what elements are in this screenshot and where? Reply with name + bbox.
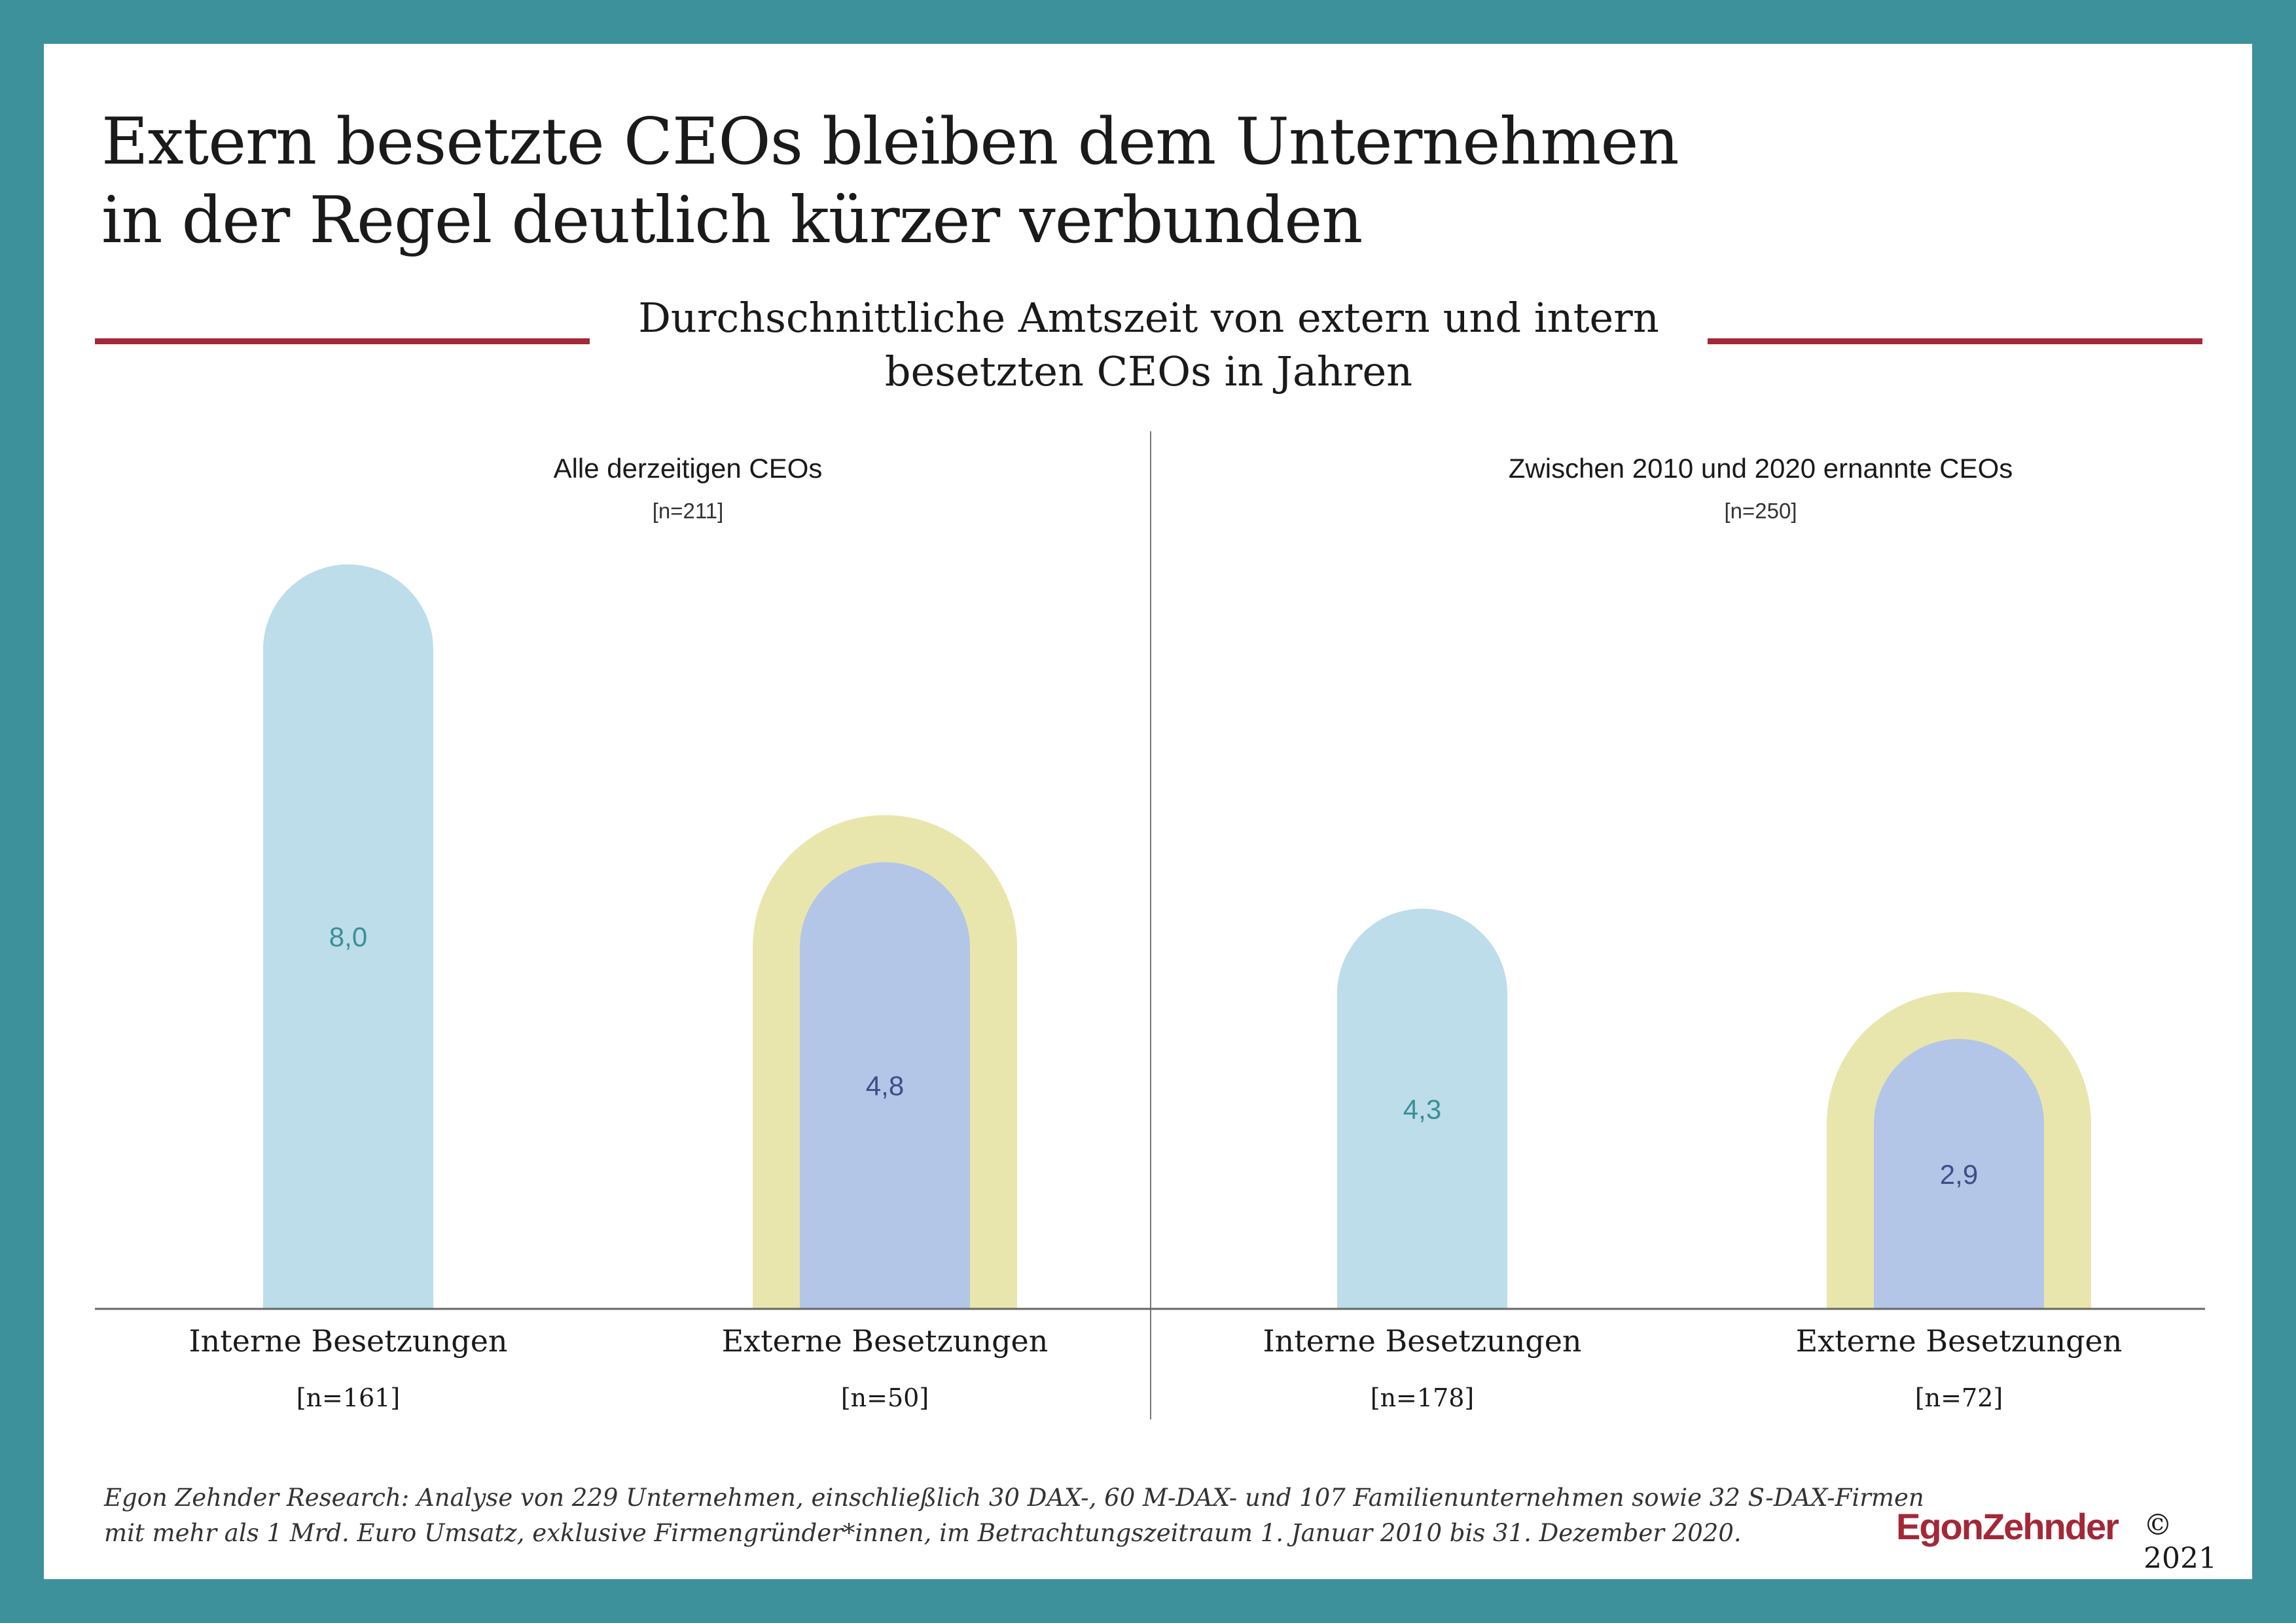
category-n-internal-2010-2020: [n=178] xyxy=(1370,1383,1475,1412)
category-label-external-2010-2020: Externe Besetzungen xyxy=(1795,1323,2123,1359)
category-label-internal-all: Interne Besetzungen xyxy=(188,1323,508,1359)
category-label-external-all: Externe Besetzungen xyxy=(721,1323,1049,1359)
category-n-external-all: [n=50] xyxy=(840,1383,929,1412)
bar-p0-c0 xyxy=(263,564,433,1309)
bar-p1-c0 xyxy=(1337,908,1507,1309)
bar-value-label-p0-c1: 4,8 xyxy=(866,1071,904,1101)
bar-value-label-p1-c1: 2,9 xyxy=(1940,1159,1978,1190)
footnote-line-2: mit mehr als 1 Mrd. Euro Umsatz, exklusi… xyxy=(104,1519,1742,1547)
copyright: © 2021 xyxy=(2144,1508,2217,1575)
title-line-2: in der Regel deutlich kürzer verbunden xyxy=(101,183,1363,258)
footnote: Egon Zehnder Research: Analyse von 229 U… xyxy=(104,1480,1924,1551)
panel-title-2010-2020: Zwischen 2010 und 2020 ernannte CEOs xyxy=(1508,453,2013,484)
subtitle-line-1: Durchschnittliche Amtszeit von extern un… xyxy=(638,294,1659,342)
subtitle-line-2: besetzten CEOs in Jahren xyxy=(884,348,1413,395)
category-label-internal-2010-2020: Interne Besetzungen xyxy=(1263,1323,1582,1359)
bar-p0-c1 xyxy=(800,862,970,1309)
decorative-rule-left xyxy=(95,338,590,344)
bars-layer: 8,0 4,8 4,3 2,9 xyxy=(263,564,2091,1309)
category-n-internal-all: [n=161] xyxy=(296,1383,401,1412)
bar-value-label-p0-c0: 8,0 xyxy=(329,921,367,952)
title-line-1: Extern besetzte CEOs bleiben dem Unterne… xyxy=(101,105,1679,179)
bar-value-label-p1-c0: 4,3 xyxy=(1403,1094,1441,1124)
bar-chart: 8,0 4,8 4,3 2,9 xyxy=(95,431,2205,1419)
bar-p1-c1 xyxy=(1874,1039,2044,1309)
panel-n-2010-2020: [n=250] xyxy=(1724,499,1797,523)
chart-subtitle: Durchschnittliche Amtszeit von extern un… xyxy=(590,291,1708,399)
footnote-line-1: Egon Zehnder Research: Analyse von 229 U… xyxy=(104,1484,1924,1512)
panel-title-all-ceos: Alle derzeitigen CEOs xyxy=(553,453,823,484)
category-n-external-2010-2020: [n=72] xyxy=(1914,1383,2003,1412)
page-title: Extern besetzte CEOs bleiben dem Unterne… xyxy=(101,103,1803,260)
decorative-rule-right xyxy=(1708,338,2202,344)
panel-n-all-ceos: [n=211] xyxy=(652,499,724,523)
infographic-card: Extern besetzte CEOs bleiben dem Unterne… xyxy=(44,44,2252,1579)
egon-zehnder-logo: EgonZehnder xyxy=(1896,1506,2119,1547)
